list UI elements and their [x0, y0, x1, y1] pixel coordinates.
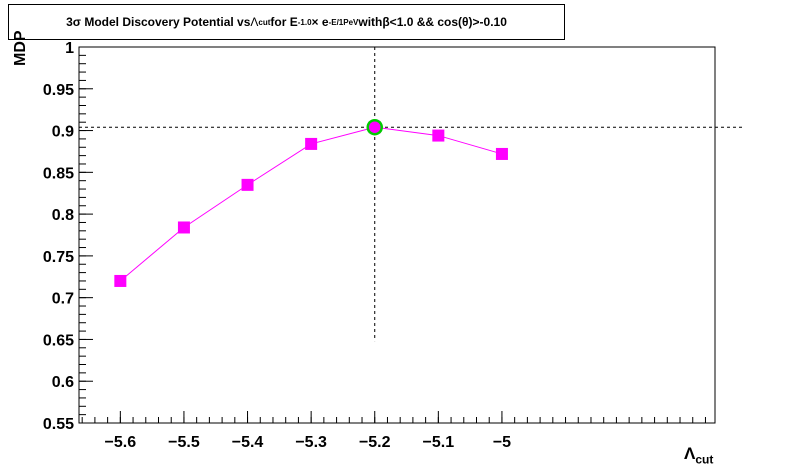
series-line [120, 126, 503, 282]
y-tick-label: 0.85 [43, 165, 74, 182]
x-tick-label: −5.1 [423, 434, 455, 451]
title-lambda: Λ [250, 15, 259, 29]
data-point [495, 147, 508, 160]
y-tick-label: 0.55 [43, 416, 74, 433]
title-part-3: with [358, 15, 383, 29]
title-times: × e [311, 15, 329, 29]
title-cut: cut [258, 17, 271, 27]
y-tick-label: 0.8 [52, 207, 74, 224]
title-part-2: for E [270, 15, 298, 29]
data-point [432, 129, 445, 142]
y-tick-label: 0.95 [43, 82, 74, 99]
x-tick-label: −5.4 [232, 434, 264, 451]
y-tick-label: 0.7 [52, 291, 74, 308]
x-axis-label-sub: cut [695, 452, 714, 467]
data-point [305, 137, 318, 150]
plot-frame [78, 46, 716, 424]
x-axis-label: Λcut [684, 444, 713, 466]
title-exp-1: -1.0 [297, 17, 312, 27]
y-tick-label: 0.65 [43, 332, 74, 349]
y-tick-label: 1 [65, 40, 74, 57]
x-tick-label: −5.6 [105, 434, 137, 451]
y-tick-label: 0.75 [43, 249, 74, 266]
data-point [114, 274, 127, 287]
data-point [241, 178, 254, 191]
x-tick-label: −5.2 [359, 434, 391, 451]
title-part-1: 3σ Model Discovery Potential vs [66, 15, 251, 29]
y-tick-label: 0.9 [52, 124, 74, 141]
title-beta: β<1.0 && cos(θ)>-0.10 [382, 15, 507, 29]
x-axis-label-main: Λ [684, 444, 696, 463]
title-exp-2: -E/1PeV [328, 17, 359, 27]
x-tick-label: −5 [493, 434, 511, 451]
optimum-ring [366, 118, 383, 136]
x-tick-label: −5.5 [168, 434, 200, 451]
x-tick-label: −5.3 [295, 434, 327, 451]
y-tick-label: 0.6 [52, 374, 74, 391]
data-point [368, 121, 381, 134]
data-point [177, 221, 190, 234]
y-axis-label: MDP [12, 30, 29, 66]
